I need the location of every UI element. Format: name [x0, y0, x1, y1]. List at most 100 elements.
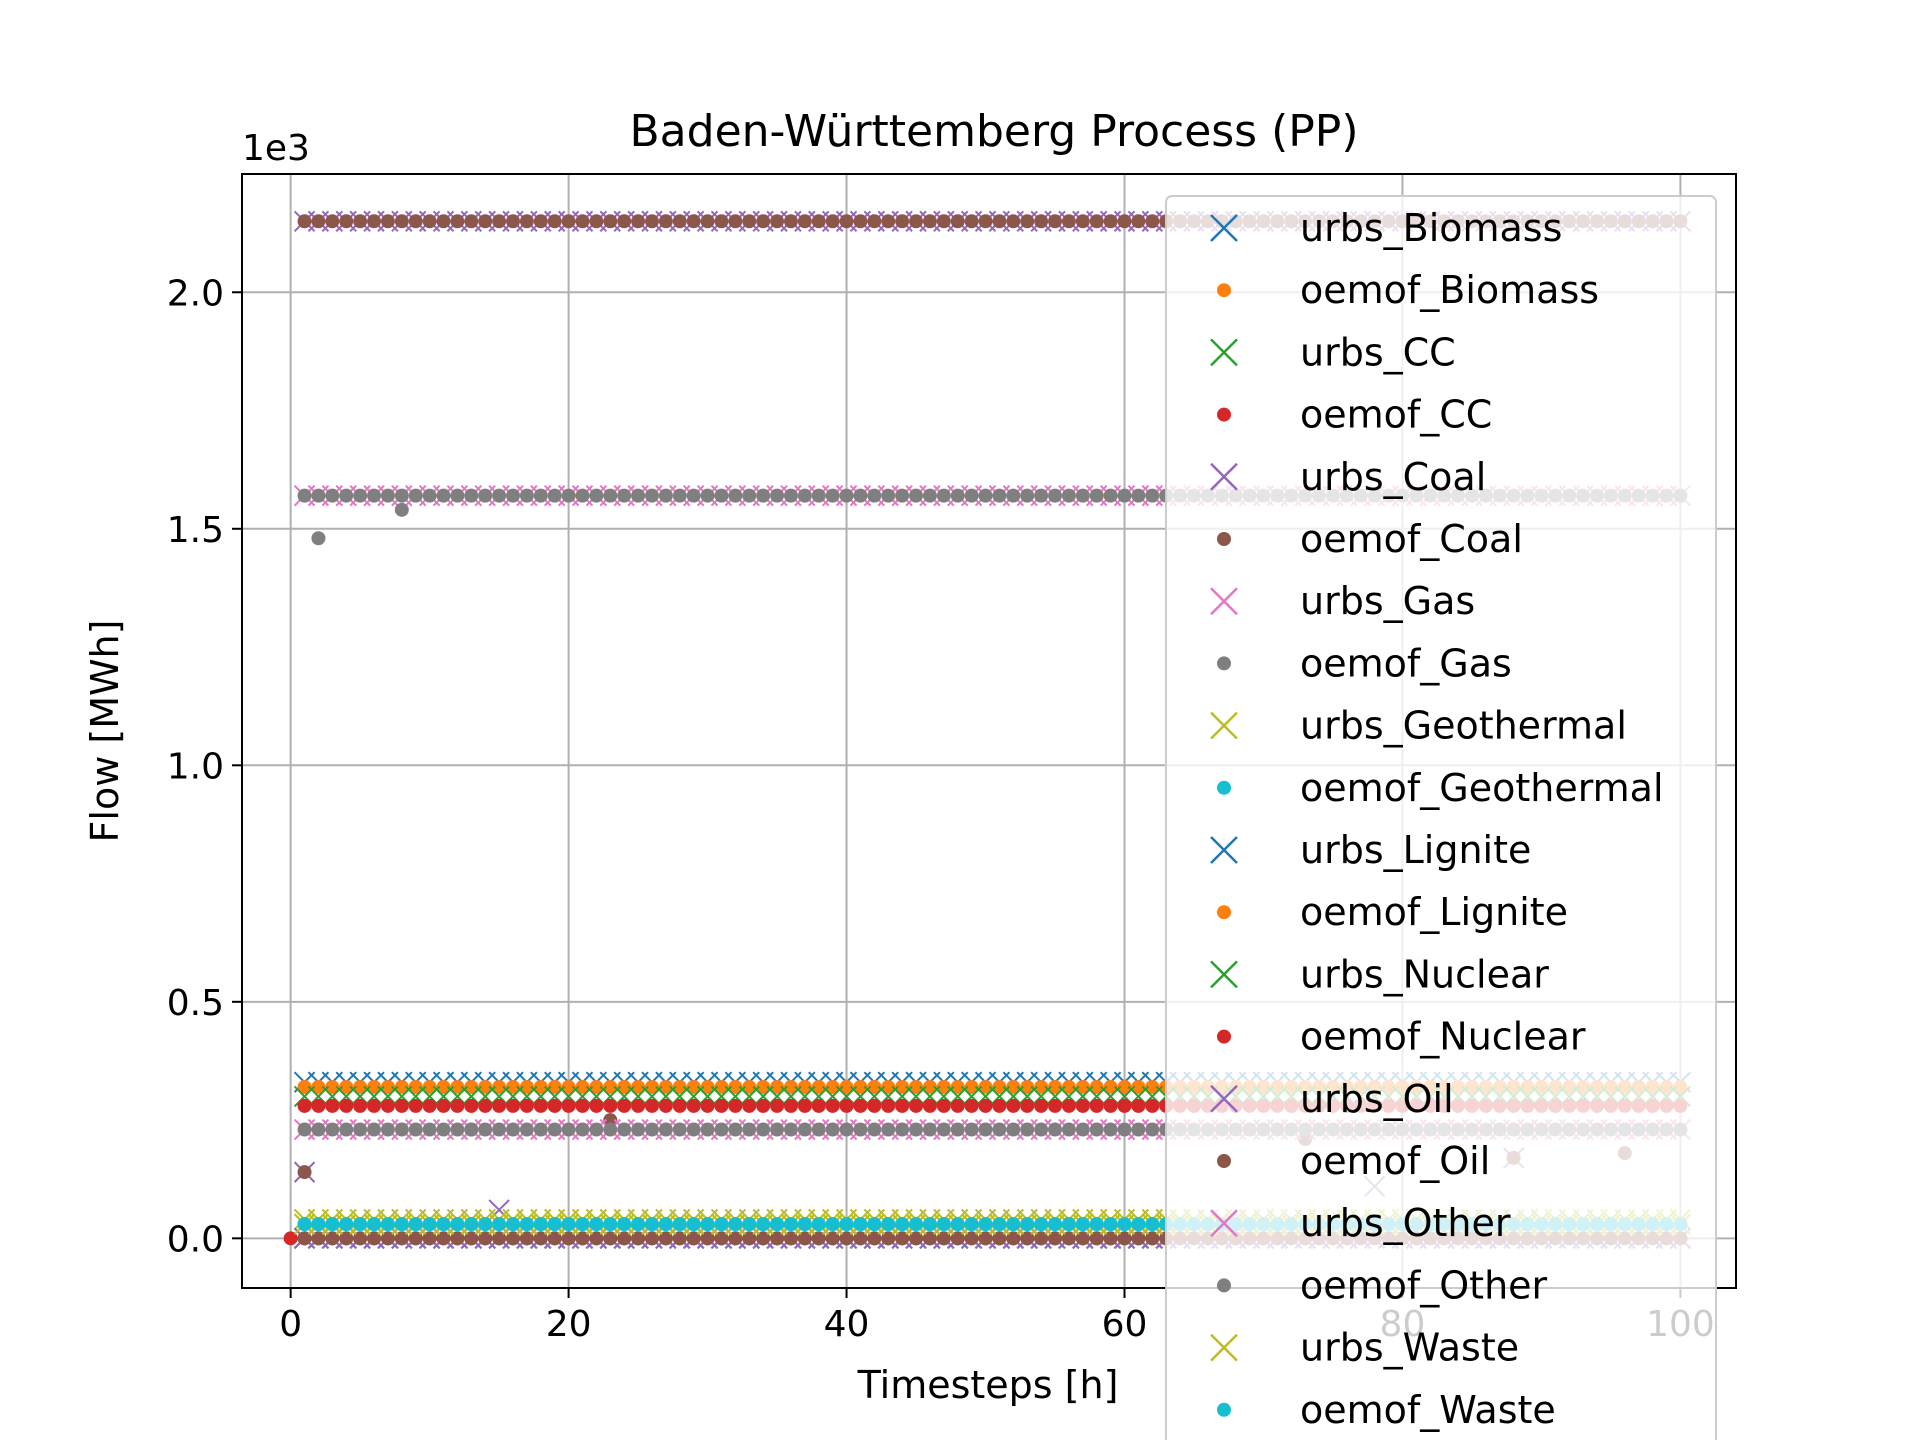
legend-label: urbs_Waste: [1300, 1326, 1519, 1370]
data-point: [922, 488, 937, 503]
chart-title: Baden-Württemberg Process (PP): [629, 106, 1358, 157]
data-point: [450, 1079, 465, 1094]
data-point: [575, 1122, 590, 1137]
data-point: [603, 1098, 618, 1113]
data-point: [742, 1098, 757, 1113]
data-point: [867, 488, 882, 503]
data-point: [700, 1098, 715, 1113]
data-point: [603, 1079, 618, 1094]
legend-label: urbs_Lignite: [1300, 828, 1531, 872]
data-point: [1020, 1231, 1035, 1246]
legend-label: urbs_Biomass: [1300, 206, 1562, 250]
data-point: [1217, 407, 1231, 422]
data-point: [1131, 1098, 1146, 1113]
data-point: [644, 1122, 659, 1137]
data-point: [450, 1217, 465, 1232]
data-point: [1210, 587, 1238, 616]
data-point: [839, 1098, 854, 1113]
data-point: [672, 1217, 687, 1232]
data-point: [770, 1217, 785, 1232]
data-point: [575, 1231, 590, 1246]
legend-label: oemof_Oil: [1300, 1139, 1490, 1183]
data-point: [644, 214, 659, 229]
data-point: [964, 1079, 979, 1094]
data-point: [811, 488, 826, 503]
data-point: [561, 488, 576, 503]
x-tick-label: 0: [279, 1304, 302, 1345]
data-point: [658, 214, 673, 229]
data-point: [631, 1122, 646, 1137]
data-point: [936, 488, 951, 503]
data-point: [617, 488, 632, 503]
data-point: [1075, 1122, 1090, 1137]
data-point: [1034, 1098, 1049, 1113]
data-point: [1117, 1122, 1132, 1137]
data-point: [1034, 1122, 1049, 1137]
data-point: [311, 488, 326, 503]
data-point: [1075, 214, 1090, 229]
data-point: [1103, 1231, 1118, 1246]
legend-item: oemof_Coal: [1217, 517, 1523, 561]
data-point: [950, 1098, 965, 1113]
data-point: [339, 1079, 354, 1094]
data-point: [1145, 1098, 1160, 1113]
data-point: [450, 1122, 465, 1137]
data-point: [1089, 1079, 1104, 1094]
data-point: [506, 1122, 521, 1137]
data-point: [1217, 780, 1231, 795]
data-point: [1117, 1231, 1132, 1246]
data-point: [992, 488, 1007, 503]
data-point: [408, 214, 423, 229]
data-point: [867, 1231, 882, 1246]
data-point: [561, 1079, 576, 1094]
data-point: [658, 1079, 673, 1094]
data-point: [589, 488, 604, 503]
data-point: [1103, 1122, 1118, 1137]
data-point: [770, 488, 785, 503]
data-point: [909, 214, 924, 229]
legend-item: urbs_CC: [1210, 330, 1456, 374]
data-point: [589, 1079, 604, 1094]
data-point: [506, 1217, 521, 1232]
data-point: [1217, 1154, 1231, 1168]
data-point: [922, 1098, 937, 1113]
data-point: [408, 1231, 423, 1246]
data-point: [728, 1098, 743, 1113]
data-point: [1020, 1122, 1035, 1137]
data-point: [700, 214, 715, 229]
data-point: [797, 1079, 812, 1094]
data-point: [978, 1122, 993, 1137]
data-point: [1089, 1122, 1104, 1137]
data-point: [325, 488, 340, 503]
data-point: [575, 1217, 590, 1232]
data-point: [825, 214, 840, 229]
data-point: [964, 1122, 979, 1137]
data-point: [1061, 1122, 1076, 1137]
data-point: [1145, 488, 1160, 503]
data-point: [811, 1122, 826, 1137]
data-point: [797, 1098, 812, 1113]
data-point: [992, 1231, 1007, 1246]
data-point: [1048, 1217, 1063, 1232]
data-point: [964, 214, 979, 229]
data-point: [519, 1231, 534, 1246]
data-point: [783, 1098, 798, 1113]
legend-item: oemof_CC: [1217, 393, 1492, 437]
data-point: [408, 1122, 423, 1137]
data-point: [297, 1122, 312, 1137]
data-point: [519, 1122, 534, 1137]
data-point: [853, 1098, 868, 1113]
data-point: [311, 1217, 326, 1232]
data-point: [825, 1217, 840, 1232]
legend-item: urbs_Oil: [1210, 1077, 1454, 1121]
data-point: [589, 214, 604, 229]
data-point: [297, 1079, 312, 1094]
data-point: [686, 1217, 701, 1232]
data-point: [978, 488, 993, 503]
legend-label: oemof_Lignite: [1300, 890, 1568, 934]
data-point: [1006, 488, 1021, 503]
data-point: [922, 214, 937, 229]
data-point: [422, 1231, 437, 1246]
data-point: [756, 1217, 771, 1232]
data-point: [881, 488, 896, 503]
